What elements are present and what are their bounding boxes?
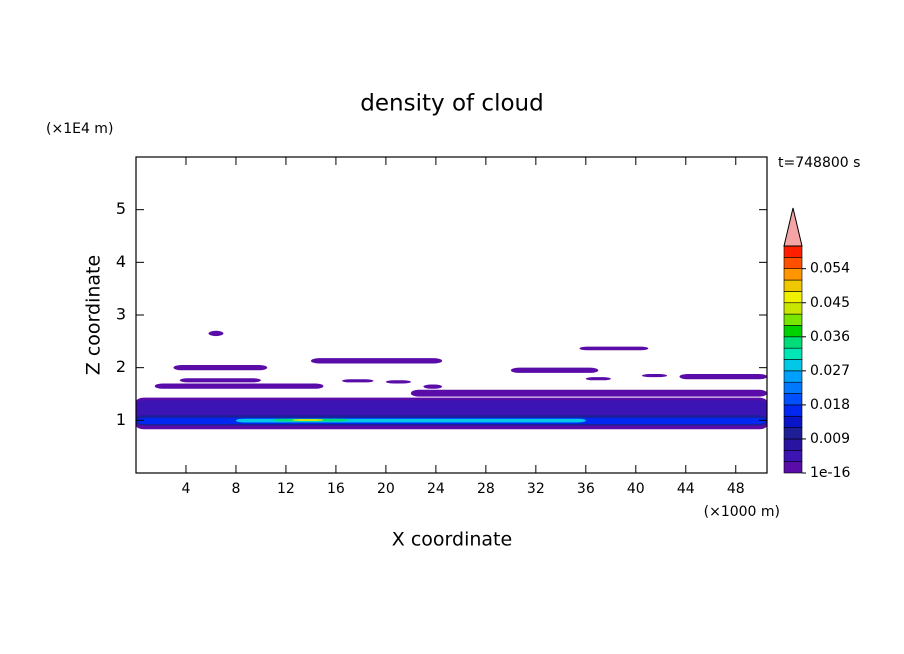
colorbar-band [783,336,803,349]
contour-region [585,377,611,381]
colorbar-band [783,404,803,417]
contour-region [510,367,599,373]
x-tick-label: 28 [477,481,495,497]
colorbar-band [783,279,803,292]
colorbar-band [783,347,803,360]
contour-region [423,384,443,389]
colorbar-band [783,302,803,315]
x-tick-label: 32 [527,481,545,497]
x-tick-label: 8 [231,481,240,497]
colorbar-band [783,427,803,440]
x-unit: (×1000 m) [704,504,780,520]
contour-region [410,389,767,397]
x-axis-label: X coordinate [392,529,512,551]
x-tick-label: 20 [377,481,395,497]
contour-region [385,380,411,384]
y-tick-label: 3 [116,305,126,324]
x-tick-label: 36 [577,481,595,497]
chart-title: density of cloud [360,91,543,117]
colorbar-tick-label: 0.036 [810,329,850,345]
x-tick-label: 4 [182,481,191,497]
contour-region [642,373,668,378]
contour-region [154,383,324,389]
colorbar-band [783,393,803,406]
colorbar-band [783,257,803,270]
y-tick-label: 5 [116,199,126,218]
y-tick-label: 1 [116,410,126,429]
colorbar-band [783,381,803,394]
colorbar-tick-label: 0.009 [810,431,850,447]
colorbar-extension [783,207,803,247]
x-tick-label: 48 [727,481,745,497]
colorbar-band [783,370,803,383]
colorbar-band [783,359,803,372]
y-unit: (×1E4 m) [46,121,113,137]
contour-region [579,346,649,351]
colorbar-band [783,449,803,462]
x-tick-label: 12 [277,481,295,497]
colorbar-tick-label: 0.054 [810,261,850,277]
contour-region [179,378,261,383]
colorbar-tick-label: 0.018 [810,397,850,413]
colorbar-tick-label: 0.027 [810,363,850,379]
x-tick-label: 16 [327,481,345,497]
contour-region [173,365,268,371]
y-tick-label: 2 [116,357,126,376]
x-tick-label: 44 [677,481,695,497]
colorbar-band [783,268,803,281]
colorbar-band [783,415,803,428]
y-tick-label: 4 [116,252,126,271]
contour-region [208,330,224,337]
colorbar-tick-label: 1e-16 [810,465,850,481]
colorbar-band [783,245,803,258]
contour-region [342,379,374,383]
x-tick-label: 24 [427,481,445,497]
x-tick-label: 40 [627,481,645,497]
colorbar-band [783,325,803,338]
colorbar-band [783,438,803,451]
y-axis-label: Z coordinate [83,255,105,375]
colorbar-band [783,461,803,474]
contour-region [292,419,324,421]
time-label: t=748800 s [778,155,860,171]
colorbar-tick-label: 0.045 [810,295,850,311]
contour-region [310,358,443,364]
colorbar-band [783,291,803,304]
colorbar-band [783,313,803,326]
contour-region [679,373,767,380]
